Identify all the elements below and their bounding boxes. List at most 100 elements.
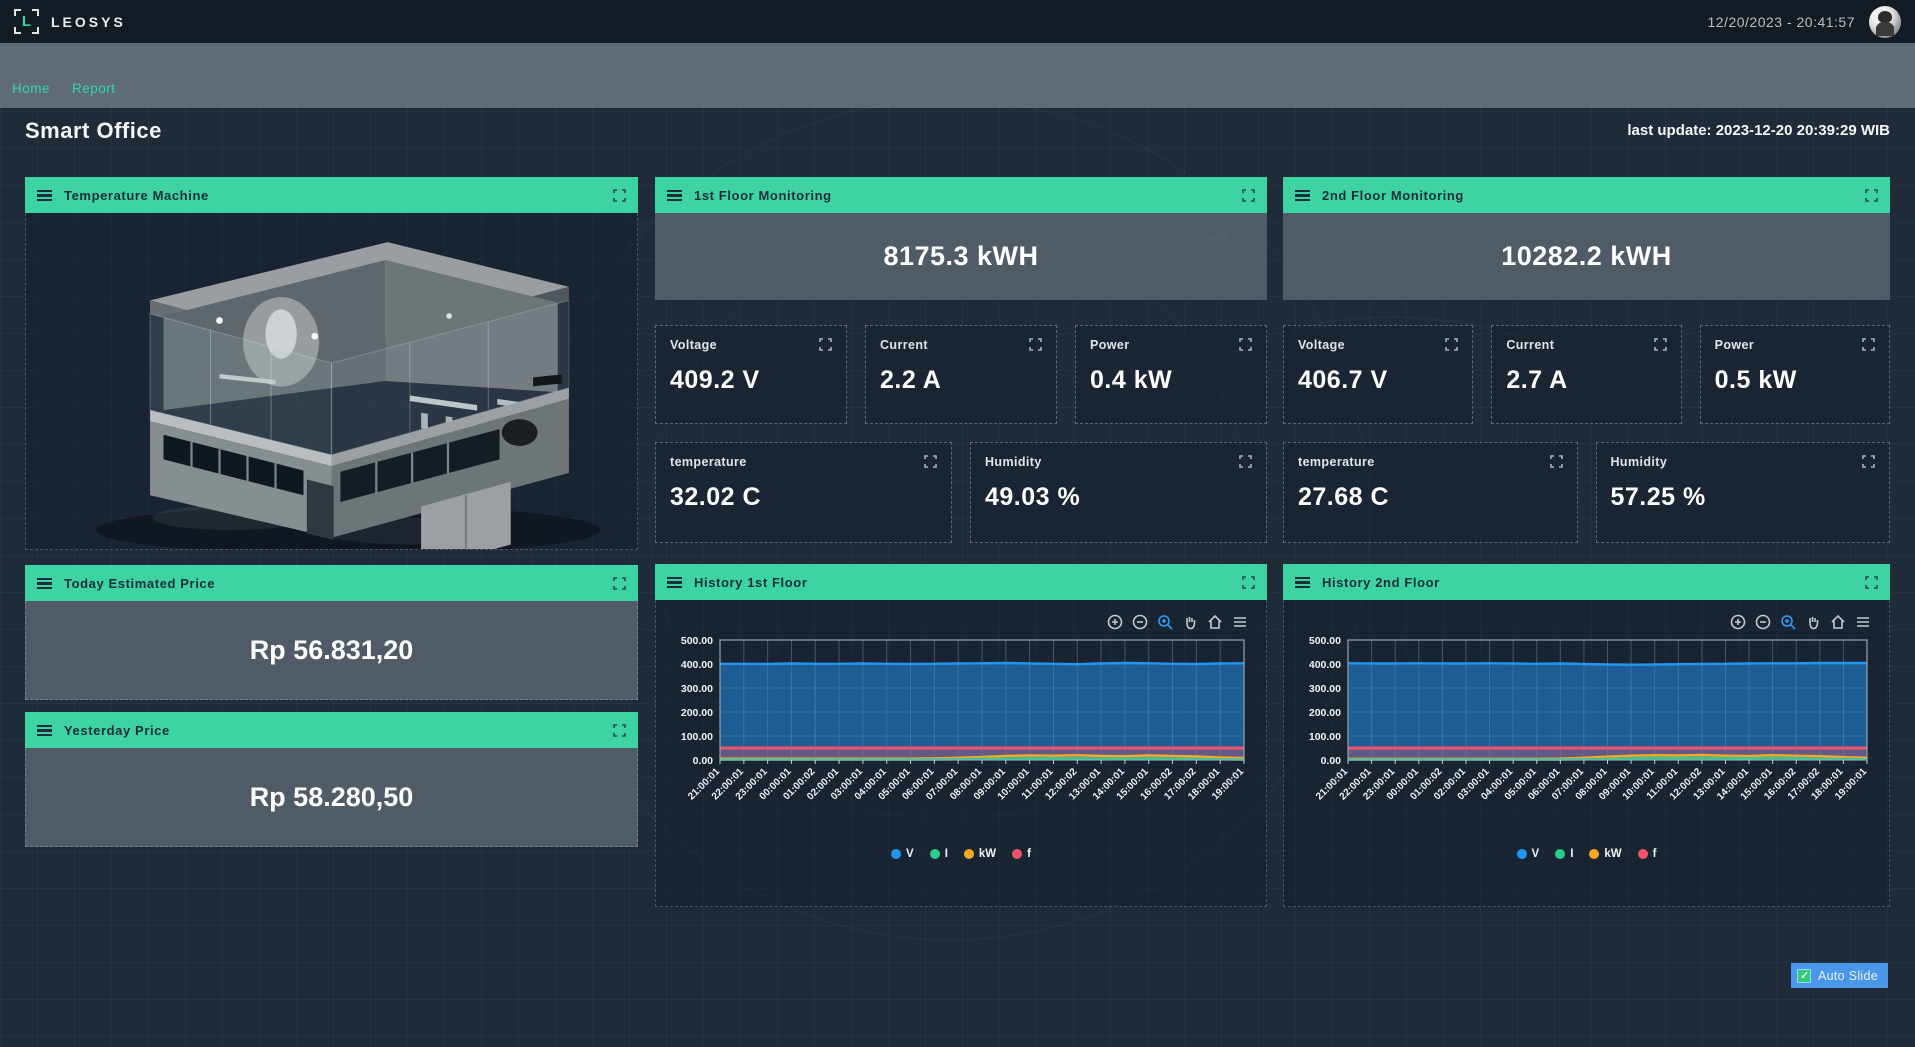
panel-menu-icon[interactable] <box>37 577 52 589</box>
first-floor-electrical-tiles: Voltage 409.2 V Current 2.2 A Power 0.4 … <box>655 325 1267 424</box>
zoom-select-icon[interactable] <box>1157 614 1173 630</box>
brand-logo-icon: L <box>14 9 39 34</box>
panel-menu-icon[interactable] <box>1295 189 1310 201</box>
expand-icon[interactable] <box>1242 575 1255 589</box>
zoom-in-icon[interactable] <box>1730 614 1746 630</box>
auto-slide-toggle[interactable]: Auto Slide <box>1791 963 1888 988</box>
tile-value: 27.68 C <box>1298 483 1390 511</box>
last-update-label: last update: 2023-12-20 20:39:29 WIB <box>1627 122 1890 139</box>
svg-text:300.00: 300.00 <box>1309 683 1341 695</box>
expand-icon[interactable] <box>613 188 626 202</box>
expand-icon[interactable] <box>924 455 937 468</box>
panel-menu-icon[interactable] <box>1295 576 1310 588</box>
legend-marker <box>929 849 940 859</box>
expand-icon[interactable] <box>613 723 626 737</box>
tile-value: 57.25 % <box>1610 483 1706 511</box>
panel-second-floor-monitoring: 2nd Floor Monitoring 10282.2 kWH <box>1283 177 1890 300</box>
tile-current: Current 2.7 A <box>1491 325 1682 424</box>
panel-menu-icon[interactable] <box>667 576 682 588</box>
expand-icon[interactable] <box>1865 188 1878 202</box>
expand-icon[interactable] <box>1549 455 1563 468</box>
expand-icon[interactable] <box>1029 338 1042 351</box>
panel-title: Yesterday Price <box>64 722 170 738</box>
expand-icon[interactable] <box>613 576 626 590</box>
legend-item[interactable]: V <box>1516 848 1540 860</box>
first-floor-energy-banner: 8175.3 kWH <box>655 213 1267 300</box>
legend-item[interactable]: I <box>929 848 948 860</box>
legend-item[interactable]: f <box>1012 848 1031 860</box>
pan-hand-icon[interactable] <box>1805 614 1821 630</box>
user-avatar[interactable] <box>1869 5 1901 38</box>
expand-icon[interactable] <box>1445 338 1459 351</box>
panel-menu-icon[interactable] <box>667 189 682 201</box>
zoom-select-icon[interactable] <box>1780 614 1796 630</box>
zoom-out-icon[interactable] <box>1755 614 1771 630</box>
tile-label: Humidity <box>1610 455 1668 469</box>
home-icon[interactable] <box>1207 614 1223 630</box>
history-second-floor-chart: 500.00 400.00 300.00 200.00 100.00 0.00 21:00:… <box>1283 600 1890 907</box>
expand-icon[interactable] <box>819 338 832 351</box>
nav-item-home[interactable]: Home <box>12 81 51 96</box>
legend-item[interactable]: kW <box>1589 848 1622 860</box>
legend-label: I <box>1570 848 1574 860</box>
legend-item[interactable]: V <box>891 848 914 860</box>
page-title: Smart Office <box>25 118 162 143</box>
history-first-floor-chart: 500.00 400.00 300.00 200.00 100.00 0.00 21:00:… <box>655 600 1267 907</box>
zoom-in-icon[interactable] <box>1107 614 1123 630</box>
legend-label: kW <box>1604 848 1622 860</box>
tile-humidity: Humidity 57.25 % <box>1595 442 1890 543</box>
auto-slide-label: Auto Slide <box>1818 968 1878 983</box>
chart-menu-icon[interactable] <box>1855 614 1871 630</box>
expand-icon[interactable] <box>1862 338 1875 351</box>
nav-item-report[interactable]: Report <box>72 81 116 96</box>
panel-header: History 2nd Floor <box>1283 564 1890 600</box>
panel-header: Temperature Machine <box>25 177 638 213</box>
chart-menu-icon[interactable] <box>1232 614 1248 630</box>
column-first-floor: 1st Floor Monitoring 8175.3 kWH Voltage … <box>655 177 1267 907</box>
svg-text:0.00: 0.00 <box>693 755 714 767</box>
legend-marker <box>1012 849 1023 859</box>
pan-hand-icon[interactable] <box>1182 614 1198 630</box>
yesterday-price-value-area: Rp 58.280,50 <box>25 748 638 847</box>
legend-item[interactable]: f <box>1637 848 1656 860</box>
second-floor-energy-value: 10282.2 kWH <box>1501 241 1672 271</box>
expand-icon[interactable] <box>1242 188 1255 202</box>
panel-menu-icon[interactable] <box>37 724 52 736</box>
panel-title: Today Estimated Price <box>64 575 216 591</box>
tile-value: 409.2 V <box>670 366 760 394</box>
tile-label: Power <box>1090 338 1130 352</box>
chart-toolbar <box>668 608 1254 632</box>
expand-icon[interactable] <box>1862 455 1875 468</box>
tile-power: Power 0.5 kW <box>1699 325 1890 424</box>
legend-item[interactable]: I <box>1555 848 1573 860</box>
svg-text:400.00: 400.00 <box>1309 659 1341 671</box>
svg-text:100.00: 100.00 <box>681 731 713 743</box>
machine-3d-render <box>96 242 601 549</box>
svg-text:500.00: 500.00 <box>1309 635 1341 647</box>
panel-today-price: Today Estimated Price Rp 56.831,20 <box>25 565 638 700</box>
chart-plot[interactable]: 500.00400.00300.00200.00100.000.0021:00:… <box>668 634 1254 846</box>
panel-header: 1st Floor Monitoring <box>655 177 1267 213</box>
tile-power: Power 0.4 kW <box>1075 325 1267 424</box>
tile-value: 406.7 V <box>1298 366 1388 394</box>
chart-toolbar <box>1296 608 1877 632</box>
machine-3d-view[interactable] <box>25 213 638 550</box>
legend-label: I <box>944 848 948 860</box>
zoom-out-icon[interactable] <box>1132 614 1148 630</box>
legend-label: V <box>1531 848 1540 860</box>
tile-label: Humidity <box>985 455 1042 469</box>
expand-icon[interactable] <box>1865 575 1878 589</box>
legend-item[interactable]: kW <box>963 848 996 860</box>
home-icon[interactable] <box>1830 614 1846 630</box>
expand-icon[interactable] <box>1653 338 1667 351</box>
today-price-value-area: Rp 56.831,20 <box>25 601 638 700</box>
panel-header: History 1st Floor <box>655 564 1267 600</box>
panel-menu-icon[interactable] <box>37 189 52 201</box>
auto-slide-checkbox[interactable] <box>1797 968 1812 983</box>
expand-icon[interactable] <box>1239 338 1252 351</box>
expand-icon[interactable] <box>1239 455 1252 468</box>
tile-label: Power <box>1714 338 1755 352</box>
legend-marker <box>1637 849 1648 859</box>
chart-plot[interactable]: 500.00400.00300.00200.00100.000.0021:00:… <box>1296 634 1877 846</box>
